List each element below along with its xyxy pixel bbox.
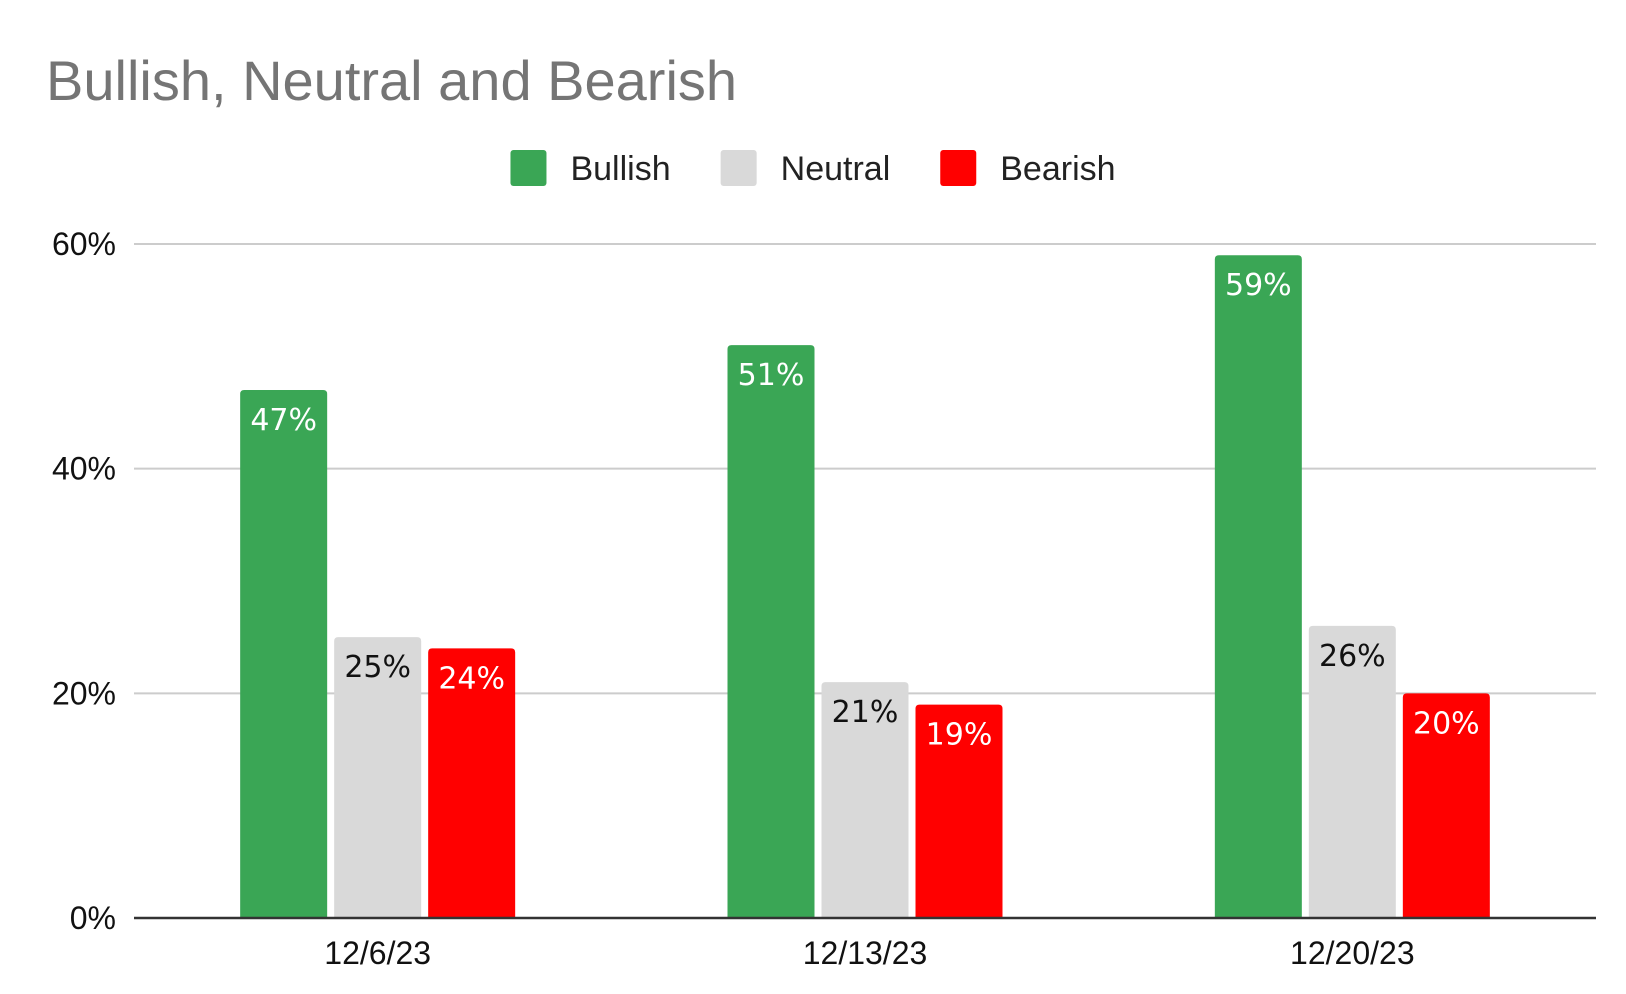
legend-swatch-bullish (510, 150, 547, 186)
legend-swatch-neutral (720, 150, 757, 186)
x-tick-label: 12/13/23 (803, 935, 928, 971)
legend-label-bearish: Bearish (1000, 150, 1115, 188)
chart-title: Bullish, Neutral and Bearish (46, 49, 737, 112)
y-tick-label: 60% (52, 226, 116, 262)
data-label-bearish-1: 24% (438, 661, 505, 696)
y-tick-label: 40% (52, 451, 116, 487)
data-label-bearish-2: 19% (926, 718, 993, 753)
x-tick-label: 12/20/23 (1290, 935, 1415, 971)
x-axis-tick-labels: 12/6/23 12/13/23 12/20/23 (324, 935, 1414, 971)
legend-label-bullish: Bullish (570, 150, 670, 188)
data-label-bullish-1: 47% (250, 403, 317, 438)
y-axis-tick-labels: 0% 20% 40% 60% (52, 226, 116, 936)
data-label-neutral-1: 25% (344, 650, 411, 685)
bar-bearish-2 (915, 704, 1003, 918)
legend: Bullish Neutral Bearish (510, 150, 1116, 188)
y-tick-label: 20% (52, 675, 116, 711)
bar-bullish-2 (727, 345, 815, 919)
data-label-bullish-3: 59% (1225, 268, 1292, 303)
bar-data-labels: 47% 25% 24% 51% 21% 19% 59% 26% 20% (250, 268, 1479, 752)
bars (240, 255, 1490, 919)
bar-bearish-1 (428, 648, 516, 918)
bar-neutral-2 (821, 682, 909, 918)
gridlines (134, 243, 1596, 695)
y-tick-label: 0% (70, 900, 116, 936)
data-label-bearish-3: 20% (1413, 706, 1480, 741)
bar-bearish-3 (1402, 693, 1490, 918)
x-tick-label: 12/6/23 (324, 935, 431, 971)
bar-neutral-1 (334, 637, 422, 918)
bar-bullish-1 (240, 390, 328, 918)
data-label-neutral-2: 21% (832, 695, 899, 730)
legend-label-neutral: Neutral (781, 150, 891, 188)
data-label-bullish-2: 51% (738, 358, 805, 393)
data-label-neutral-3: 26% (1319, 639, 1386, 674)
legend-swatch-bearish (940, 150, 977, 186)
bar-neutral-3 (1308, 625, 1396, 918)
bar-bullish-3 (1214, 255, 1302, 918)
